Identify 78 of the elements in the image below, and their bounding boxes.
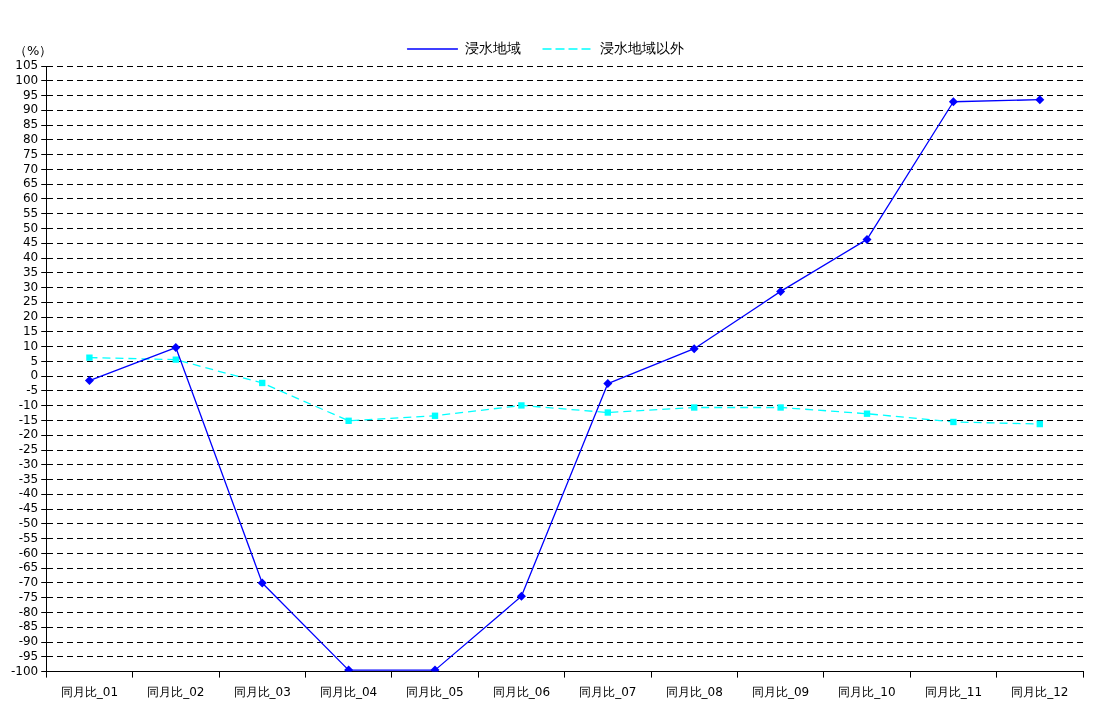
legend-label: 浸水地域 [464, 39, 521, 56]
y-tick-label: 70 [22, 161, 39, 176]
y-tick-label: -15 [18, 412, 39, 427]
x-tick-label: 同月比_07 [579, 684, 637, 699]
y-tick-label: 0 [30, 368, 39, 383]
point [430, 665, 440, 672]
point [776, 286, 786, 296]
y-tick-label: -40 [18, 486, 39, 501]
point [1035, 95, 1045, 105]
point [518, 402, 525, 409]
point [345, 417, 352, 424]
y-tick-label: -30 [18, 456, 39, 471]
y-tick-label: -80 [18, 604, 39, 619]
y-tick-label: -65 [18, 560, 39, 575]
x-tick-label: 同月比_11 [924, 684, 983, 699]
y-tick-label: 95 [22, 87, 39, 102]
point [172, 356, 180, 363]
point [777, 404, 784, 411]
point [862, 234, 872, 244]
point [691, 404, 698, 411]
x-tick-label: 同月比_04 [319, 684, 378, 699]
y-tick-label: -25 [18, 442, 39, 457]
y-tick-label: -85 [18, 619, 39, 634]
y-tick-label: 80 [22, 131, 39, 146]
y-tick-label: 85 [22, 117, 39, 132]
y-tick-label: -45 [18, 501, 39, 516]
x-tick-label: 同月比_12 [1011, 684, 1069, 699]
x-tick-label: 同月比_08 [665, 684, 723, 699]
y-tick-label: 90 [22, 102, 39, 117]
point [950, 418, 957, 426]
y-tick-label: -90 [18, 634, 39, 649]
y-tick-label: -50 [18, 516, 39, 531]
point [948, 97, 958, 107]
point [603, 379, 613, 389]
y-tick-label: 65 [22, 176, 39, 191]
y-tick-label: 45 [22, 235, 39, 250]
y-tick-label: 10 [22, 338, 39, 353]
y-axis-title: （%） [14, 42, 53, 60]
y-tick-label: 25 [22, 294, 39, 309]
point [86, 354, 93, 361]
x-tick-label: 同月比_01 [60, 684, 119, 699]
y-tick-label: 40 [22, 250, 39, 265]
x-tick-label: 同月比_02 [147, 684, 205, 699]
y-tick-label: 55 [22, 205, 39, 220]
point [84, 376, 94, 386]
y-tick-label: 50 [22, 220, 39, 235]
point [516, 591, 526, 601]
point [171, 343, 181, 353]
y-tick-label: 5 [30, 353, 39, 368]
y-tick-label: -55 [18, 530, 39, 545]
point [689, 344, 699, 354]
x-tick-label: 同月比_05 [406, 684, 464, 699]
y-tick-label: -10 [18, 397, 39, 412]
x-tick-label: 同月比_06 [492, 684, 551, 699]
y-tick-label: 35 [22, 264, 39, 279]
x-tick-label: 同月比_10 [838, 684, 896, 699]
y-tick-label: -60 [18, 545, 39, 560]
x-tick-label: 同月比_03 [233, 684, 291, 699]
y-tick-label: -95 [18, 648, 39, 663]
point [344, 665, 354, 672]
y-tick-label: 105 [15, 58, 39, 73]
y-tick-label: 75 [22, 146, 39, 161]
y-tick-label: 15 [22, 324, 39, 338]
legend-label: 浸水地域以外 [599, 39, 684, 56]
point [257, 578, 267, 588]
x-tick-label: 同月比_09 [751, 684, 810, 699]
y-tick-label: -75 [18, 589, 39, 604]
point [604, 409, 611, 416]
y-tick-label: 20 [22, 309, 39, 324]
y-tick-label: 100 [15, 72, 39, 87]
y-tick-label: -100 [11, 663, 39, 678]
y-tick-label: 30 [22, 279, 39, 294]
y-tick-label: 60 [22, 191, 39, 206]
y-tick-label: -5 [26, 383, 39, 398]
y-tick-label: -35 [18, 471, 39, 486]
y-tick-label: -70 [18, 575, 39, 590]
point [431, 412, 439, 419]
y-tick-label: -20 [18, 427, 39, 442]
